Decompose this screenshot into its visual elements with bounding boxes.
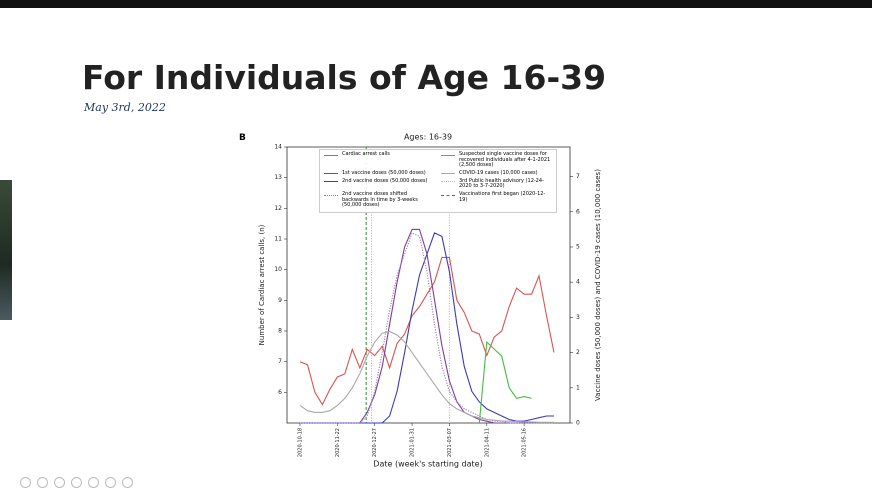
legend-swatch xyxy=(324,173,338,175)
series-line xyxy=(300,232,554,424)
series-line xyxy=(299,256,555,406)
y2-tick-label: 1 xyxy=(576,384,580,391)
legend: Cardiac arrest calls 1st vaccine doses (5… xyxy=(319,149,557,213)
series-line xyxy=(299,330,554,423)
legend-label: 3rd Public health advisory (12-24-2020 t… xyxy=(459,177,544,190)
series-line xyxy=(478,340,532,424)
top-bar xyxy=(0,0,872,8)
legend-label: Cardiac arrest calls xyxy=(342,151,390,157)
x-tick-label: 2021-03-07 xyxy=(447,428,453,457)
y-tick-label: 13 xyxy=(274,174,282,181)
y2-tick-label: 0 xyxy=(576,420,580,427)
video-thumbnail xyxy=(0,180,12,320)
x-axis-label: Date (week's starting date) xyxy=(373,460,482,469)
y2-tick-label: 7 xyxy=(576,173,580,180)
legend-label: 2nd vaccine doses (50,000 doses) xyxy=(342,177,428,184)
legend-item: Cardiac arrest calls xyxy=(324,151,435,170)
tool-button[interactable] xyxy=(54,477,65,488)
tool-button[interactable] xyxy=(71,477,82,488)
y-tick-label: 12 xyxy=(274,205,282,212)
legend-item: 1st vaccine doses (50,000 doses) xyxy=(324,169,435,178)
tool-button[interactable] xyxy=(37,477,48,488)
series-line xyxy=(300,232,554,424)
y-axis-label: Number of Cardiac arrest calls, (n) xyxy=(258,224,266,345)
legend-swatch xyxy=(324,154,338,156)
tool-button[interactable] xyxy=(122,477,133,488)
legend-label: Suspected single vaccine doses for recov… xyxy=(459,151,551,169)
y2-tick-label: 4 xyxy=(576,279,580,286)
slide-date: May 3rd, 2022 xyxy=(84,101,166,114)
panel-label: B xyxy=(239,133,246,143)
legend-swatch xyxy=(324,181,338,183)
legend-label: 1st vaccine doses (50,000 doses) xyxy=(342,169,426,176)
x-tick-label: 2020-11-22 xyxy=(335,428,341,457)
y-tick-label: 14 xyxy=(274,144,282,151)
legend-item: 2nd vaccine doses shifted backwards in t… xyxy=(324,191,435,210)
tool-button[interactable] xyxy=(105,477,116,488)
tool-button[interactable] xyxy=(20,477,31,488)
legend-label: Vaccinations first began (2020-12-19) xyxy=(459,191,546,203)
legend-swatch xyxy=(441,154,455,156)
x-tick-label: 2020-10-18 xyxy=(298,428,304,457)
chart-title: Ages: 16-39 xyxy=(404,133,452,142)
y2-tick-label: 3 xyxy=(576,314,580,321)
legend-swatch xyxy=(441,173,455,175)
legend-item: 3rd Public health advisory (12-24-2020 t… xyxy=(441,177,552,191)
toolbar xyxy=(20,477,133,488)
y-tick-label: 9 xyxy=(278,297,282,304)
y2-axis-label: Vaccine doses (50,000 doses) and COVID-1… xyxy=(594,169,602,401)
legend-item: 2nd vaccine doses (50,000 doses) xyxy=(324,177,435,191)
tool-button[interactable] xyxy=(88,477,99,488)
y-tick-label: 7 xyxy=(278,358,282,365)
legend-item: COVID-19 cases (10,000 cases) xyxy=(441,169,552,178)
legend-swatch xyxy=(324,194,338,196)
x-tick-label: 2021-01-31 xyxy=(410,428,416,457)
legend-swatch xyxy=(441,194,455,196)
legend-item: Vaccinations first began (2020-12-19) xyxy=(441,191,552,210)
x-tick-label: 2020-12-27 xyxy=(372,428,378,457)
legend-item: Suspected single vaccine doses for recov… xyxy=(441,151,552,170)
legend-label: COVID-19 cases (10,000 cases) xyxy=(459,169,538,176)
x-tick-label: 2021-04-11 xyxy=(484,428,490,457)
legend-label: 2nd vaccine doses shifted backwards in t… xyxy=(342,191,418,209)
y-tick-label: 11 xyxy=(274,236,282,243)
y-tick-label: 10 xyxy=(274,266,282,273)
legend-swatch xyxy=(441,181,455,183)
y2-tick-label: 2 xyxy=(576,349,580,356)
y-tick-label: 6 xyxy=(278,389,282,396)
x-tick-label: 2021-05-16 xyxy=(522,428,528,457)
plot-frame xyxy=(286,146,571,424)
y2-tick-label: 6 xyxy=(576,208,580,215)
slide-title: For Individuals of Age 16-39 xyxy=(82,58,607,97)
series-line xyxy=(300,228,554,424)
y2-tick-label: 5 xyxy=(576,243,580,250)
y-tick-label: 8 xyxy=(278,328,282,335)
